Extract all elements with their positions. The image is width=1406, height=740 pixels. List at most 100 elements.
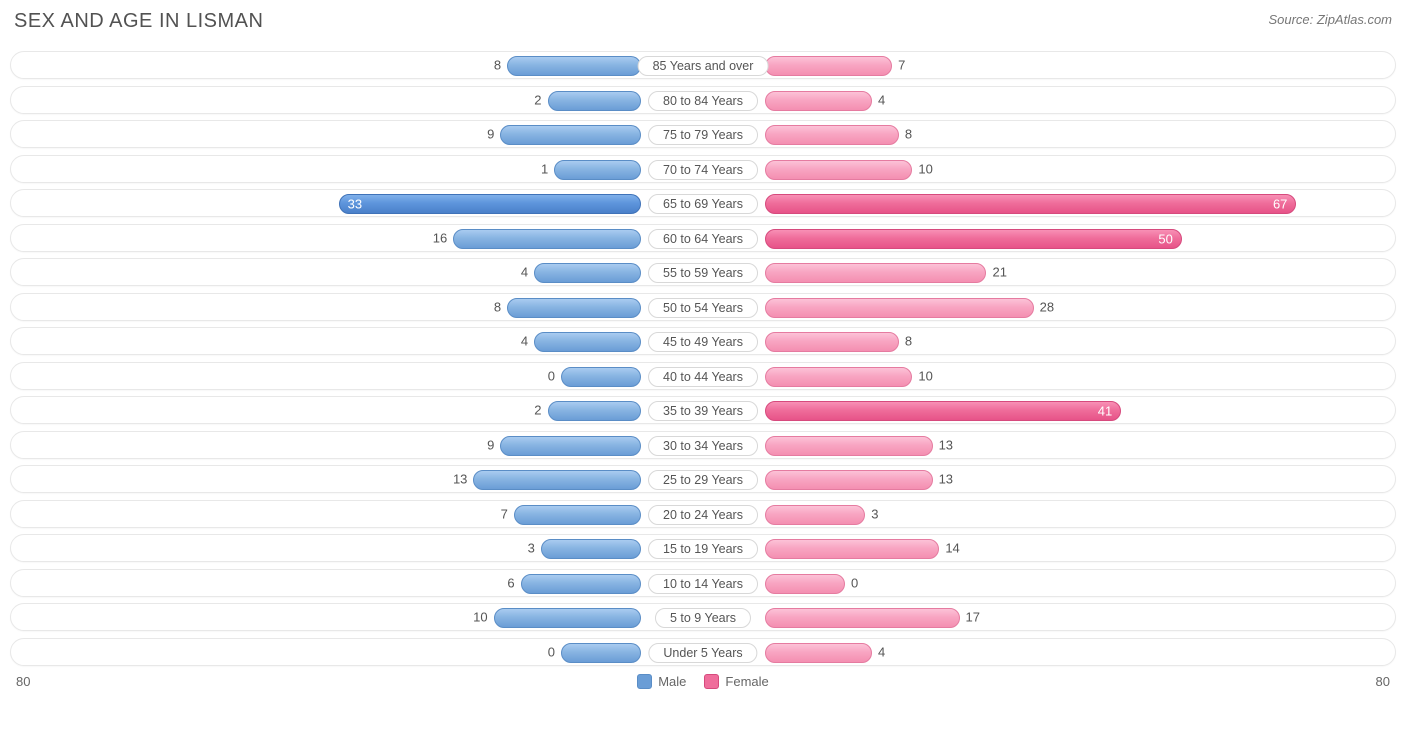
female-value: 17 bbox=[966, 610, 980, 625]
female-bar bbox=[765, 332, 899, 352]
age-label: Under 5 Years bbox=[648, 643, 757, 663]
female-bar bbox=[765, 367, 912, 387]
chart-footer: 80 Male Female 80 bbox=[6, 672, 1400, 689]
age-label: 5 to 9 Years bbox=[655, 608, 751, 628]
female-value: 4 bbox=[878, 92, 885, 107]
female-bar: 67 bbox=[765, 194, 1296, 214]
male-value: 0 bbox=[548, 644, 555, 659]
age-label: 30 to 34 Years bbox=[648, 436, 758, 456]
age-row: 7320 to 24 Years bbox=[10, 500, 1396, 528]
female-value: 28 bbox=[1040, 299, 1054, 314]
female-value: 14 bbox=[945, 541, 959, 556]
age-label: 15 to 19 Years bbox=[648, 539, 758, 559]
chart-title: SEX AND AGE IN LISMAN bbox=[14, 10, 263, 33]
axis-left-max: 80 bbox=[16, 674, 30, 689]
male-bar bbox=[548, 91, 641, 111]
female-bar bbox=[765, 125, 899, 145]
male-bar bbox=[548, 401, 641, 421]
age-row: 04Under 5 Years bbox=[10, 638, 1396, 666]
male-value: 0 bbox=[548, 368, 555, 383]
age-row: 9 13 30 to 34 Years bbox=[10, 431, 1396, 459]
female-value: 67 bbox=[1273, 197, 1287, 212]
age-label: 35 to 39 Years bbox=[648, 401, 758, 421]
age-label: 10 to 14 Years bbox=[648, 574, 758, 594]
age-row: 82850 to 54 Years bbox=[10, 293, 1396, 321]
age-label: 65 to 69 Years bbox=[648, 194, 758, 214]
female-bar bbox=[765, 574, 845, 594]
female-value: 13 bbox=[939, 472, 953, 487]
age-row: 131325 to 29 Years bbox=[10, 465, 1396, 493]
age-row: 42155 to 59 Years bbox=[10, 258, 1396, 286]
age-label: 45 to 49 Years bbox=[648, 332, 758, 352]
male-value: 4 bbox=[521, 334, 528, 349]
male-value: 9 bbox=[487, 127, 494, 142]
female-value: 13 bbox=[939, 437, 953, 452]
male-value: 7 bbox=[501, 506, 508, 521]
age-label: 60 to 64 Years bbox=[648, 229, 758, 249]
male-bar bbox=[473, 470, 641, 490]
female-bar bbox=[765, 91, 872, 111]
axis-right-max: 80 bbox=[1376, 674, 1390, 689]
age-label: 80 to 84 Years bbox=[648, 91, 758, 111]
male-value: 16 bbox=[433, 230, 447, 245]
male-bar bbox=[507, 56, 641, 76]
female-value: 3 bbox=[871, 506, 878, 521]
age-label: 70 to 74 Years bbox=[648, 160, 758, 180]
age-row: 2 41 35 to 39 Years bbox=[10, 396, 1396, 424]
legend-male-label: Male bbox=[658, 674, 686, 689]
age-label: 40 to 44 Years bbox=[648, 367, 758, 387]
male-value: 10 bbox=[473, 610, 487, 625]
female-bar bbox=[765, 436, 933, 456]
female-bar bbox=[765, 470, 933, 490]
female-bar bbox=[765, 160, 912, 180]
female-value: 0 bbox=[851, 575, 858, 590]
male-bar bbox=[521, 574, 641, 594]
female-value: 50 bbox=[1158, 231, 1172, 246]
male-value: 33 bbox=[348, 197, 362, 212]
female-bar bbox=[765, 643, 872, 663]
female-bar bbox=[765, 539, 939, 559]
age-row: 16 50 60 to 64 Years bbox=[10, 224, 1396, 252]
male-value: 2 bbox=[534, 403, 541, 418]
male-bar bbox=[500, 436, 641, 456]
age-label: 50 to 54 Years bbox=[648, 298, 758, 318]
male-bar bbox=[554, 160, 641, 180]
age-row: 4845 to 49 Years bbox=[10, 327, 1396, 355]
chart-header: SEX AND AGE IN LISMAN Source: ZipAtlas.c… bbox=[6, 10, 1400, 51]
male-value: 6 bbox=[507, 575, 514, 590]
female-value: 10 bbox=[918, 368, 932, 383]
female-value: 21 bbox=[992, 265, 1006, 280]
age-label: 55 to 59 Years bbox=[648, 263, 758, 283]
age-label: 75 to 79 Years bbox=[648, 125, 758, 145]
age-row: 0 10 40 to 44 Years bbox=[10, 362, 1396, 390]
female-bar bbox=[765, 263, 986, 283]
legend-female: Female bbox=[704, 674, 768, 689]
female-bar: 41 bbox=[765, 401, 1121, 421]
male-bar bbox=[541, 539, 641, 559]
age-row: 6 0 10 to 14 Years bbox=[10, 569, 1396, 597]
female-bar bbox=[765, 505, 865, 525]
female-value: 10 bbox=[918, 161, 932, 176]
female-bar bbox=[765, 298, 1034, 318]
age-label: 85 Years and over bbox=[638, 56, 769, 76]
age-row: 31415 to 19 Years bbox=[10, 534, 1396, 562]
female-value: 8 bbox=[905, 127, 912, 142]
male-value: 9 bbox=[487, 437, 494, 452]
male-bar bbox=[561, 643, 641, 663]
male-bar bbox=[514, 505, 641, 525]
male-bar bbox=[534, 332, 641, 352]
male-value: 8 bbox=[494, 58, 501, 73]
legend: Male Female bbox=[637, 674, 769, 689]
female-swatch-icon bbox=[704, 674, 719, 689]
female-bar bbox=[765, 608, 960, 628]
chart-source: Source: ZipAtlas.com bbox=[1268, 10, 1392, 27]
female-bar: 50 bbox=[765, 229, 1182, 249]
male-bar bbox=[453, 229, 641, 249]
age-row: 33 67 65 to 69 Years bbox=[10, 189, 1396, 217]
male-bar bbox=[494, 608, 641, 628]
female-value: 7 bbox=[898, 58, 905, 73]
female-bar bbox=[765, 56, 892, 76]
age-row: 10 17 5 to 9 Years bbox=[10, 603, 1396, 631]
male-bar bbox=[534, 263, 641, 283]
chart-area: 8785 Years and over2480 to 84 Years9875 … bbox=[6, 51, 1400, 666]
